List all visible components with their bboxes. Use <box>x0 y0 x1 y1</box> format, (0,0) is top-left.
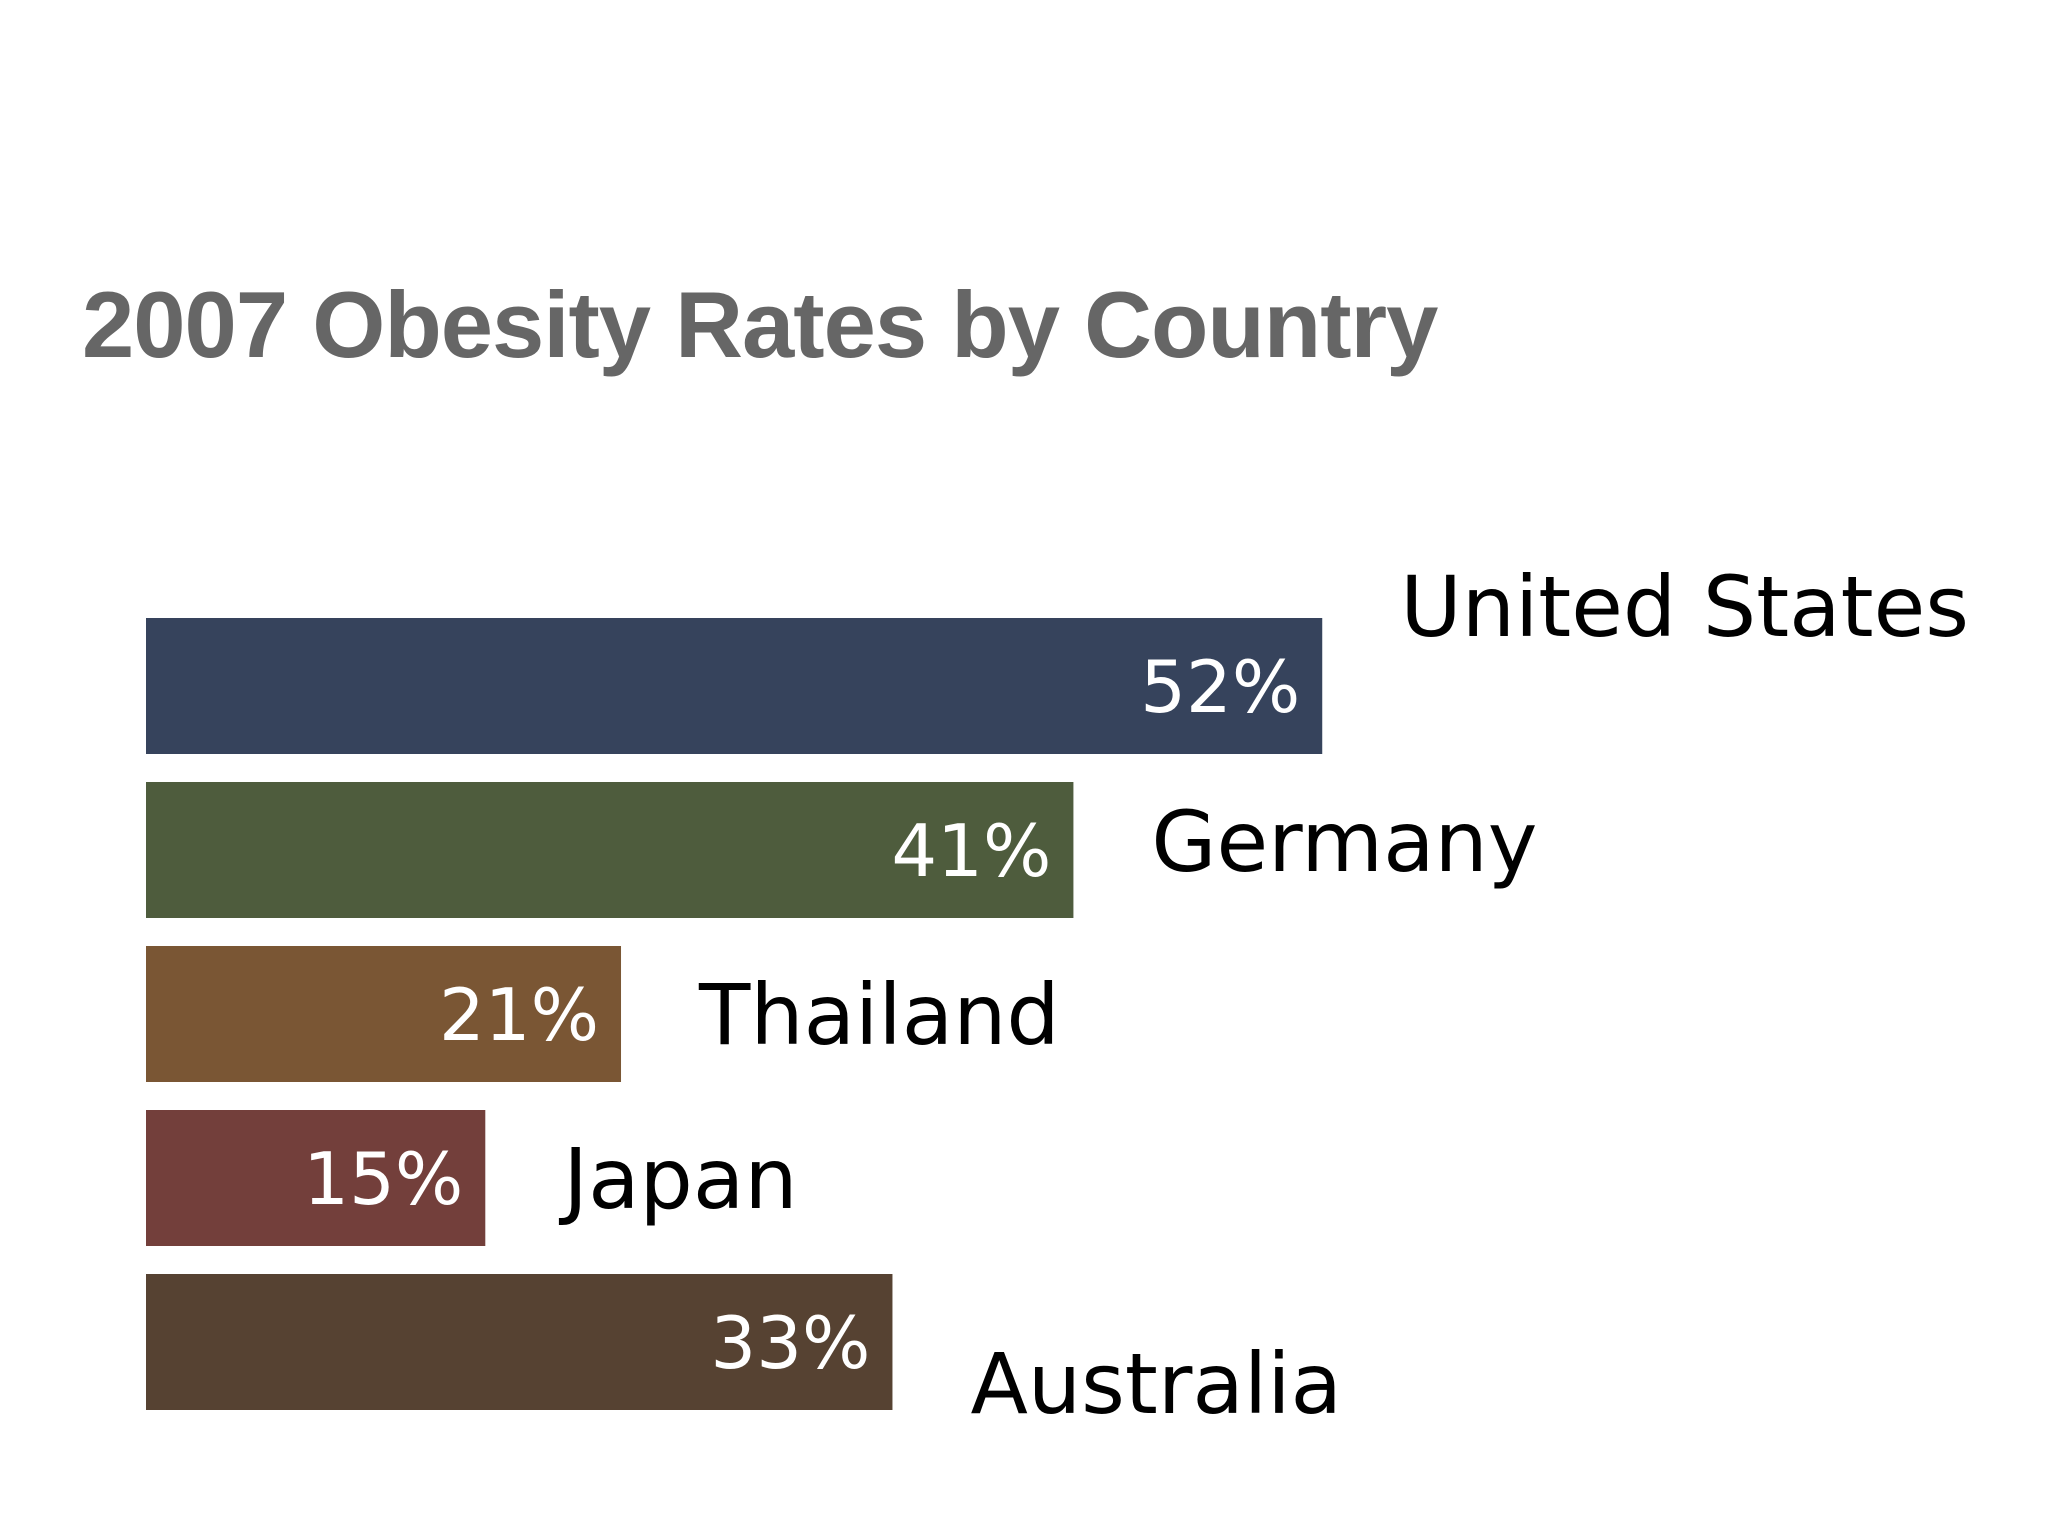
category-label-germany: Germany <box>1151 793 1537 891</box>
value-label-united-states: 52% <box>1140 645 1300 729</box>
bar-thailand <box>146 946 622 1082</box>
bar-japan <box>146 1110 486 1246</box>
bar-united-states <box>146 618 1323 754</box>
category-label-australia: Australia <box>970 1335 1342 1433</box>
value-label-australia: 33% <box>710 1301 870 1385</box>
value-label-germany: 41% <box>891 809 1051 893</box>
value-label-thailand: 21% <box>439 973 599 1057</box>
bar-germany <box>146 782 1074 918</box>
category-label-thailand: Thailand <box>698 966 1060 1064</box>
bar-australia <box>146 1274 893 1410</box>
chart-title: 2007 Obesity Rates by Country <box>82 272 1438 377</box>
value-label-japan: 15% <box>303 1137 463 1221</box>
bars-group <box>146 618 1323 1410</box>
category-label-japan: Japan <box>558 1130 797 1228</box>
category-label-united-states: United States <box>1400 558 1969 656</box>
labels-group: 52% United States 41% Germany 21% Thailand 15%… <box>303 558 1969 1433</box>
